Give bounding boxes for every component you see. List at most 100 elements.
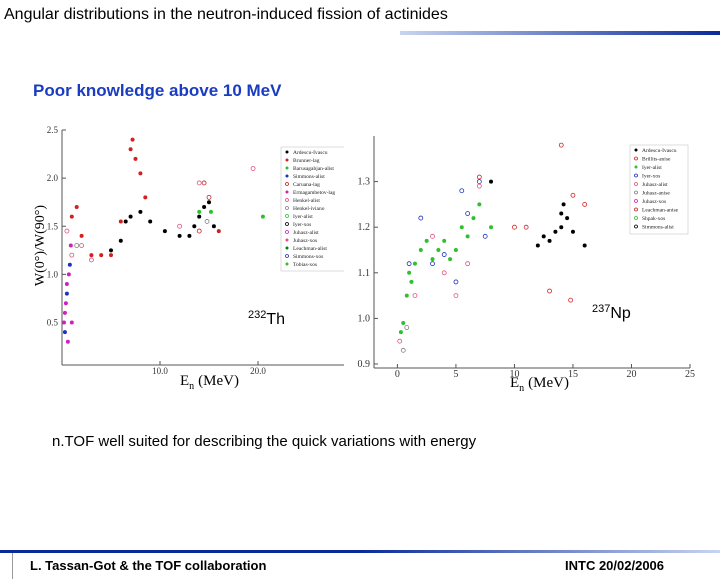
note: n.TOF well suited for describing the qui… <box>52 433 477 450</box>
legend-label: Simmons-alist <box>293 174 325 180</box>
legend-marker <box>285 262 289 266</box>
data-point <box>204 219 210 224</box>
x-tick-label: 10 <box>509 369 519 380</box>
legend-marker <box>285 214 289 218</box>
legend-marker <box>285 166 289 170</box>
data-point <box>459 225 464 230</box>
data-point <box>482 233 488 239</box>
data-point <box>65 339 70 344</box>
data-point <box>138 209 143 214</box>
legend-marker <box>285 198 289 202</box>
data-point <box>430 233 435 239</box>
legend-label: Iyer-xos <box>293 222 311 228</box>
data-point <box>547 288 552 294</box>
data-point <box>476 183 482 189</box>
x-label-sub: n <box>519 383 524 394</box>
data-point <box>177 233 182 238</box>
subtitle: Poor knowledge above 10 MeV <box>33 81 282 100</box>
legend-marker <box>285 150 289 154</box>
x-tick-label: 25 <box>685 369 695 380</box>
y-tick-label: 1.1 <box>358 268 371 279</box>
legend-label: Caruana-lag <box>293 182 320 188</box>
legend-label: Leachman-anise <box>642 208 679 214</box>
legend-label: Iyer-alist <box>293 214 313 220</box>
legend-marker <box>634 173 638 178</box>
data-point <box>148 219 153 224</box>
data-point <box>89 253 94 258</box>
data-point <box>211 224 216 229</box>
y-tick-label: 2.0 <box>47 173 59 183</box>
data-point <box>62 310 67 315</box>
x-tick-label: 20 <box>626 369 636 380</box>
data-point <box>69 252 75 258</box>
data-point <box>453 248 458 252</box>
data-point <box>448 257 453 262</box>
legend-label: Barusagabjan-alist <box>293 166 334 172</box>
y-tick-label: 0.5 <box>47 318 59 328</box>
data-point <box>523 224 529 230</box>
legend-marker <box>285 238 289 242</box>
legend-marker <box>634 216 638 220</box>
data-point <box>570 192 576 198</box>
data-point <box>64 228 70 234</box>
data-point <box>441 252 447 257</box>
legend-marker <box>285 254 289 258</box>
x-tick-label: 15 <box>568 369 578 380</box>
data-point <box>67 262 72 267</box>
legend-marker <box>634 190 638 195</box>
data-point <box>207 200 211 205</box>
data-point <box>441 270 447 276</box>
data-point <box>202 205 207 209</box>
legend-marker <box>285 174 289 178</box>
data-point <box>68 243 73 248</box>
legend-marker <box>634 148 638 152</box>
title-rule <box>400 31 720 35</box>
data-point <box>162 229 167 234</box>
data-point <box>512 224 517 230</box>
legend-label: Leachman-alist <box>293 246 327 252</box>
legend-label: Brillits-anise <box>642 157 671 163</box>
data-point <box>197 214 202 219</box>
legend-label: Ermagambetov-lag <box>293 190 335 196</box>
y-tick-label: 1.0 <box>47 269 59 279</box>
data-point <box>79 243 84 248</box>
data-point <box>465 261 471 267</box>
legend-marker <box>634 224 638 229</box>
x-label-sub: n <box>189 381 194 392</box>
slide-title: Angular distributions in the neutron-ind… <box>4 6 448 23</box>
legend-label: Shpak-xos <box>642 216 665 222</box>
y-tick-label: 1.0 <box>358 313 371 324</box>
element: Th <box>266 311 285 328</box>
legend-marker <box>634 182 638 186</box>
data-point <box>61 320 66 325</box>
footer-mark <box>12 553 13 579</box>
y-tick-label: 1.2 <box>358 222 371 233</box>
data-point <box>565 216 570 221</box>
data-point <box>138 171 143 176</box>
data-point <box>477 202 482 207</box>
data-point <box>109 248 113 253</box>
data-point <box>436 248 441 252</box>
data-point <box>582 243 587 248</box>
data-point <box>412 293 418 299</box>
legend-label: Simmons-alist <box>642 225 674 231</box>
data-point <box>201 180 207 186</box>
footer-left: L. Tassan-Got & the TOF collaboration <box>30 558 267 573</box>
footer-rule <box>0 550 720 553</box>
legend-marker <box>285 230 289 234</box>
data-point <box>89 257 94 263</box>
legend-marker <box>285 182 289 186</box>
annotation: 237Np <box>592 303 631 322</box>
data-point <box>260 214 265 219</box>
legend-marker <box>285 158 289 162</box>
data-point <box>535 243 540 248</box>
data-point <box>69 214 74 219</box>
data-point <box>177 223 183 229</box>
legend-label: Tobias-xos <box>293 262 317 268</box>
legend-box <box>629 144 689 235</box>
data-point <box>69 320 74 325</box>
legend-marker <box>285 190 289 194</box>
data-point <box>118 219 123 224</box>
data-point <box>547 238 552 243</box>
